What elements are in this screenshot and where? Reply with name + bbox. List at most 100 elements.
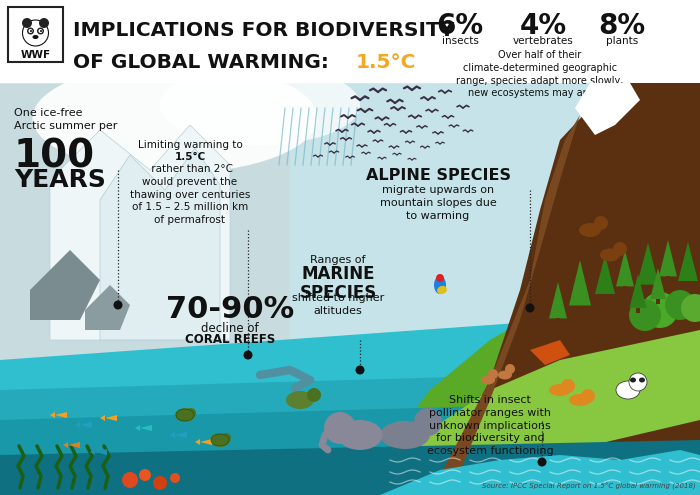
Ellipse shape — [600, 248, 620, 261]
Polygon shape — [195, 439, 200, 445]
Ellipse shape — [380, 421, 430, 449]
Polygon shape — [380, 330, 700, 495]
Polygon shape — [0, 440, 700, 495]
Circle shape — [307, 388, 321, 402]
Circle shape — [170, 473, 180, 483]
Polygon shape — [430, 83, 700, 495]
Polygon shape — [629, 274, 647, 308]
Circle shape — [324, 412, 356, 444]
Polygon shape — [380, 450, 700, 495]
Circle shape — [38, 29, 43, 33]
Circle shape — [629, 373, 647, 391]
Polygon shape — [556, 318, 560, 324]
Polygon shape — [200, 439, 212, 445]
Ellipse shape — [160, 65, 360, 145]
Circle shape — [22, 20, 48, 46]
Polygon shape — [63, 442, 68, 448]
Text: 100: 100 — [14, 138, 95, 176]
Text: vertebrates: vertebrates — [512, 36, 573, 46]
Polygon shape — [0, 80, 700, 495]
Text: decline of: decline of — [201, 322, 259, 335]
Circle shape — [581, 389, 595, 403]
Circle shape — [505, 364, 515, 374]
Text: Shifts in insect
pollinator ranges with
unknown implications
for biodiversity an: Shifts in insect pollinator ranges with … — [427, 395, 553, 456]
Ellipse shape — [27, 28, 34, 35]
Polygon shape — [140, 425, 152, 431]
Polygon shape — [68, 442, 80, 448]
Polygon shape — [636, 308, 640, 313]
Polygon shape — [616, 250, 634, 287]
Polygon shape — [80, 422, 92, 428]
Polygon shape — [650, 268, 666, 299]
Polygon shape — [603, 294, 607, 300]
Polygon shape — [100, 415, 105, 421]
Circle shape — [244, 350, 253, 359]
Polygon shape — [75, 422, 80, 428]
Polygon shape — [578, 305, 582, 312]
Polygon shape — [105, 415, 117, 421]
Circle shape — [681, 294, 700, 322]
Circle shape — [613, 242, 627, 256]
Polygon shape — [95, 449, 107, 455]
Ellipse shape — [498, 370, 512, 380]
Circle shape — [561, 379, 575, 393]
Circle shape — [122, 472, 138, 488]
Polygon shape — [85, 285, 130, 330]
Ellipse shape — [616, 381, 640, 399]
Polygon shape — [549, 282, 567, 318]
Circle shape — [356, 365, 365, 375]
Ellipse shape — [437, 286, 447, 294]
Polygon shape — [175, 432, 187, 438]
Text: Limiting warming to: Limiting warming to — [138, 140, 242, 150]
Polygon shape — [170, 432, 175, 438]
Text: ALPINE SPECIES: ALPINE SPECIES — [365, 168, 510, 183]
Text: rather than 2°C
would prevent the
thawing over centuries
of 1.5 – 2.5 million km: rather than 2°C would prevent the thawin… — [130, 164, 250, 225]
Polygon shape — [0, 400, 700, 495]
Ellipse shape — [337, 420, 382, 450]
Ellipse shape — [481, 376, 495, 385]
Ellipse shape — [210, 433, 230, 447]
Ellipse shape — [37, 28, 44, 35]
Polygon shape — [135, 425, 140, 431]
Circle shape — [594, 216, 608, 230]
Ellipse shape — [22, 18, 32, 28]
Text: Ranges of: Ranges of — [310, 255, 365, 265]
Polygon shape — [595, 255, 615, 294]
Circle shape — [186, 408, 196, 418]
Ellipse shape — [39, 18, 49, 28]
Circle shape — [642, 292, 678, 328]
Ellipse shape — [286, 391, 314, 409]
Ellipse shape — [32, 63, 318, 173]
Circle shape — [414, 408, 442, 436]
Circle shape — [538, 457, 547, 466]
Circle shape — [153, 476, 167, 490]
Polygon shape — [637, 243, 659, 285]
Polygon shape — [646, 285, 650, 291]
Text: CORAL REEFS: CORAL REEFS — [185, 333, 275, 346]
Polygon shape — [575, 83, 640, 135]
Ellipse shape — [639, 378, 645, 383]
Text: One ice-free
Arctic summer per: One ice-free Arctic summer per — [14, 108, 118, 131]
Polygon shape — [0, 83, 290, 395]
Polygon shape — [100, 148, 220, 340]
Polygon shape — [530, 340, 570, 365]
Polygon shape — [50, 412, 55, 418]
Text: Source: IPCC Special Report on 1.5°C global warming (2018): Source: IPCC Special Report on 1.5°C glo… — [482, 483, 696, 490]
Text: plants: plants — [606, 36, 638, 46]
Ellipse shape — [630, 378, 636, 383]
Ellipse shape — [569, 394, 591, 406]
FancyBboxPatch shape — [8, 7, 63, 62]
Text: MARINE
SPECIES: MARINE SPECIES — [300, 265, 377, 302]
Polygon shape — [50, 125, 230, 340]
Polygon shape — [686, 281, 690, 287]
Polygon shape — [0, 310, 700, 420]
Polygon shape — [678, 242, 698, 281]
Text: Over half of their
climate-determined geographic
range, species adapt more slowl: Over half of their climate-determined ge… — [456, 50, 624, 99]
Ellipse shape — [211, 434, 229, 446]
Polygon shape — [659, 240, 677, 276]
Polygon shape — [666, 276, 670, 282]
Circle shape — [29, 29, 32, 33]
Text: IMPLICATIONS FOR BIODIVERSITY: IMPLICATIONS FOR BIODIVERSITY — [73, 20, 454, 40]
Polygon shape — [90, 449, 95, 455]
Text: 4%: 4% — [519, 12, 566, 40]
